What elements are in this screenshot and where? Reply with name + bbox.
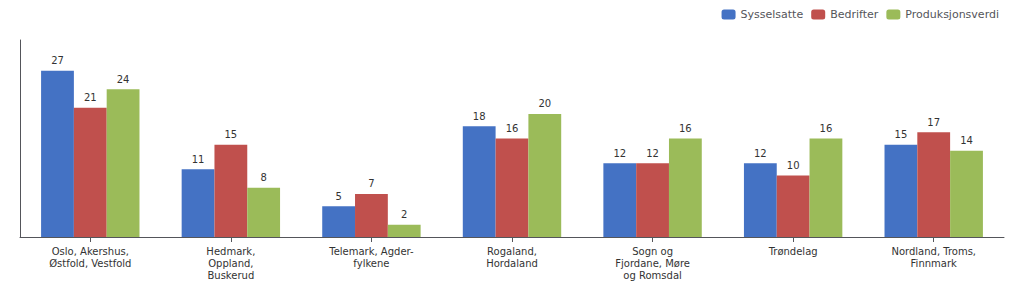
svg-text:Oslo, Akershus,: Oslo, Akershus, [52, 246, 129, 257]
svg-text:2: 2 [401, 209, 407, 220]
svg-text:11: 11 [192, 154, 205, 165]
svg-text:Bedrifter: Bedrifter [830, 8, 879, 21]
svg-text:20: 20 [538, 98, 551, 109]
svg-text:Sogn og: Sogn og [632, 246, 673, 257]
svg-text:27: 27 [51, 55, 64, 66]
svg-text:Trøndelag: Trøndelag [768, 246, 818, 257]
svg-text:18: 18 [473, 111, 486, 122]
svg-text:21: 21 [84, 92, 97, 103]
svg-text:Nordland, Troms,: Nordland, Troms, [891, 246, 976, 257]
svg-text:12: 12 [613, 148, 626, 159]
svg-text:12: 12 [754, 148, 767, 159]
svg-text:Sysselsatte: Sysselsatte [741, 8, 804, 21]
svg-text:fylkene: fylkene [353, 258, 389, 269]
svg-text:Buskerud: Buskerud [207, 270, 254, 281]
svg-text:Telemark, Agder-: Telemark, Agder- [328, 246, 414, 257]
svg-text:5: 5 [335, 191, 341, 202]
svg-text:Østfold, Vestfold: Østfold, Vestfold [49, 258, 131, 269]
svg-text:Oppland,: Oppland, [208, 258, 253, 269]
svg-text:og Romsdal: og Romsdal [623, 270, 681, 281]
svg-text:15: 15 [224, 129, 237, 140]
svg-text:16: 16 [679, 123, 692, 134]
svg-text:24: 24 [117, 74, 130, 85]
svg-text:7: 7 [368, 178, 374, 189]
svg-text:16: 16 [820, 123, 833, 134]
svg-text:12: 12 [646, 148, 659, 159]
svg-text:Hordaland: Hordaland [486, 258, 538, 269]
svg-text:8: 8 [260, 172, 266, 183]
svg-text:16: 16 [506, 123, 519, 134]
svg-text:17: 17 [927, 117, 940, 128]
svg-text:Fjordane, Møre: Fjordane, Møre [615, 258, 690, 269]
svg-text:Produksjonsverdi: Produksjonsverdi [905, 8, 999, 21]
svg-text:15: 15 [895, 129, 908, 140]
svg-text:Hedmark,: Hedmark, [206, 246, 255, 257]
svg-text:Finnmark: Finnmark [911, 258, 957, 269]
svg-text:14: 14 [960, 135, 973, 146]
svg-text:10: 10 [787, 160, 800, 171]
svg-text:Rogaland,: Rogaland, [487, 246, 537, 257]
